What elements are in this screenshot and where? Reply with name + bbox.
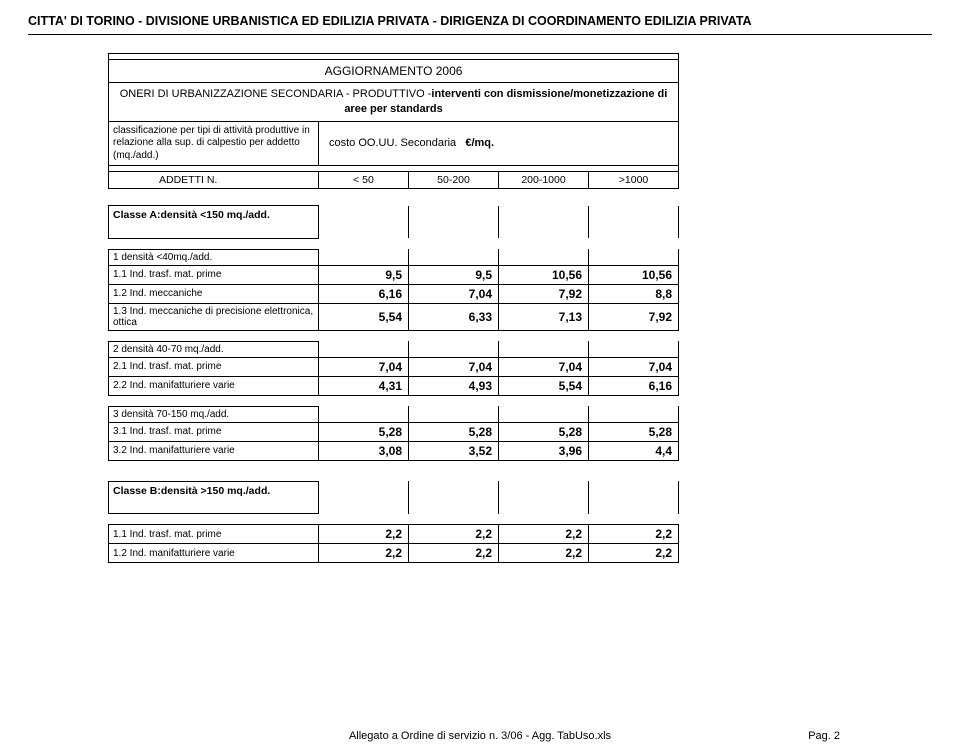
- table-row-label: 1.2 Ind. meccaniche: [109, 284, 319, 303]
- table-cell: 2,2: [589, 525, 679, 544]
- table-cell: 3,96: [499, 441, 589, 460]
- table-cell: 7,04: [409, 357, 499, 376]
- table-cell: 7,04: [589, 357, 679, 376]
- d2-label: 2 densità 40-70 mq./add.: [109, 341, 319, 357]
- table-cell: 2,2: [409, 525, 499, 544]
- main-table: AGGIORNAMENTO 2006 ONERI DI URBANIZZAZIO…: [108, 53, 679, 189]
- classeB-header-table: Classe B:densità >150 mq./add.: [108, 481, 679, 515]
- table-row-label: 1.2 Ind. manifatturiere varie: [109, 544, 319, 563]
- table-row-label: 3.2 Ind. manifatturiere varie: [109, 441, 319, 460]
- classeA-d1-table: 1 densità <40mq./add. 1.1 Ind. trasf. ma…: [108, 249, 679, 331]
- classification-text: classificazione per tipi di attività pro…: [109, 121, 319, 166]
- classeB-table: 1.1 Ind. trasf. mat. prime 2,2 2,2 2,2 2…: [108, 524, 679, 563]
- table-cell: 4,31: [319, 376, 409, 395]
- table-cell: 2,2: [319, 544, 409, 563]
- table-row-label: 1.1 Ind. trasf. mat. prime: [109, 265, 319, 284]
- table-cell: 10,56: [589, 265, 679, 284]
- page-number: Pag. 2: [808, 730, 840, 742]
- d3-label: 3 densità 70-150 mq./add.: [109, 406, 319, 422]
- table-cell: 8,8: [589, 284, 679, 303]
- page-footer: Allegato a Ordine di servizio n. 3/06 - …: [0, 730, 960, 742]
- page-header: CITTA' DI TORINO - DIVISIONE URBANISTICA…: [0, 0, 960, 32]
- table-cell: 5,28: [409, 422, 499, 441]
- table-cell: 6,33: [409, 303, 499, 330]
- table-cell: 7,13: [499, 303, 589, 330]
- table-row-label: 1.1 Ind. trasf. mat. prime: [109, 525, 319, 544]
- col-header: >1000: [589, 172, 679, 189]
- classeA-header-table: Classe A:densità <150 mq./add.: [108, 205, 679, 239]
- table-cell: 5,28: [499, 422, 589, 441]
- table-cell: 5,54: [319, 303, 409, 330]
- table-cell: 10,56: [499, 265, 589, 284]
- table-cell: 7,92: [499, 284, 589, 303]
- table-cell: 5,54: [499, 376, 589, 395]
- table-cell: 4,4: [589, 441, 679, 460]
- table-row-label: 1.3 Ind. meccaniche di precisione elettr…: [109, 303, 319, 330]
- costo-label: costo OO.UU. Secondaria €/mq.: [319, 121, 679, 166]
- table-cell: 3,08: [319, 441, 409, 460]
- header-underline: [28, 34, 932, 35]
- table-cell: 3,52: [409, 441, 499, 460]
- table-cell: 9,5: [409, 265, 499, 284]
- classeA-title: Classe A:densità <150 mq./add.: [109, 206, 319, 225]
- col-header: < 50: [319, 172, 409, 189]
- table-row-label: 2.1 Ind. trasf. mat. prime: [109, 357, 319, 376]
- main-table-wrap: AGGIORNAMENTO 2006 ONERI DI URBANIZZAZIO…: [108, 53, 678, 563]
- addetti-label: ADDETTI N.: [109, 172, 319, 189]
- table-cell: 2,2: [409, 544, 499, 563]
- table-cell: 5,28: [319, 422, 409, 441]
- col-header: 50-200: [409, 172, 499, 189]
- classeB-title: Classe B:densità >150 mq./add.: [109, 481, 319, 500]
- table-title: AGGIORNAMENTO 2006: [109, 60, 679, 83]
- table-cell: 2,2: [499, 544, 589, 563]
- table-cell: 2,2: [319, 525, 409, 544]
- footer-text: Allegato a Ordine di servizio n. 3/06 - …: [349, 730, 611, 742]
- classeA-d3-table: 3 densità 70-150 mq./add. 3.1 Ind. trasf…: [108, 406, 679, 461]
- classeA-d2-table: 2 densità 40-70 mq./add. 2.1 Ind. trasf.…: [108, 341, 679, 396]
- table-cell: 7,04: [499, 357, 589, 376]
- table-row-label: 3.1 Ind. trasf. mat. prime: [109, 422, 319, 441]
- table-cell: 7,04: [319, 357, 409, 376]
- table-cell: 5,28: [589, 422, 679, 441]
- col-header: 200-1000: [499, 172, 589, 189]
- table-cell: 7,04: [409, 284, 499, 303]
- table-cell: 6,16: [319, 284, 409, 303]
- table-row-label: 2.2 Ind. manifatturiere varie: [109, 376, 319, 395]
- table-subtitle: ONERI DI URBANIZZAZIONE SECONDARIA - PRO…: [109, 83, 679, 122]
- table-cell: 6,16: [589, 376, 679, 395]
- table-cell: 2,2: [589, 544, 679, 563]
- table-cell: 9,5: [319, 265, 409, 284]
- d1-label: 1 densità <40mq./add.: [109, 249, 319, 265]
- table-cell: 7,92: [589, 303, 679, 330]
- table-cell: 4,93: [409, 376, 499, 395]
- table-cell: 2,2: [499, 525, 589, 544]
